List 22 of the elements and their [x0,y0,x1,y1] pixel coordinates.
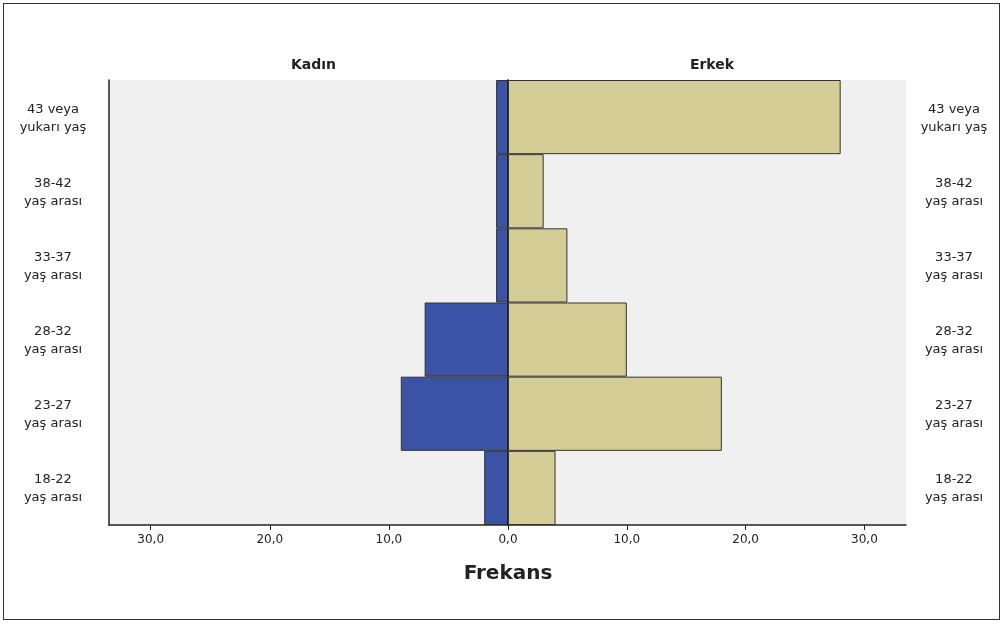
x-tick-label: 20,0 [256,532,284,546]
y-tick-label: 28-32 yaş arası [23,323,83,357]
chart-title: Kadın [290,56,337,72]
y-tick-label: 43 veya yukarı yaş [920,100,988,134]
y-tick-label: 18-22 yaş arası [924,471,984,505]
x-axis-title: Frekans [462,560,554,584]
x-tick-label: 30,0 [137,532,165,546]
x-tick-label: 10,0 [613,532,641,546]
y-tick-label: 28-32 yaş arası [924,323,984,357]
y-tick-label: 23-27 yaş arası [924,397,984,431]
x-tick-label: 30,0 [851,532,878,546]
x-tick-label: 10,0 [375,532,403,546]
y-tick-label: 23-27 yaş arası [23,397,83,431]
y-tick-label: 38-42 yaş arası [924,174,984,208]
y-tick-label: 43 veya yukarı yaş [19,100,87,134]
chart-title: Erkek [689,56,735,72]
x-tick-label: 0,0 [498,532,518,546]
y-tick-label: 18-22 yaş arası [23,471,83,505]
y-tick-label: 38-42 yaş arası [23,174,83,208]
y-tick-label: 33-37 yaş arası [23,248,83,282]
y-tick-label: 33-37 yaş arası [924,248,984,282]
x-tick-label: 20,0 [732,532,759,546]
